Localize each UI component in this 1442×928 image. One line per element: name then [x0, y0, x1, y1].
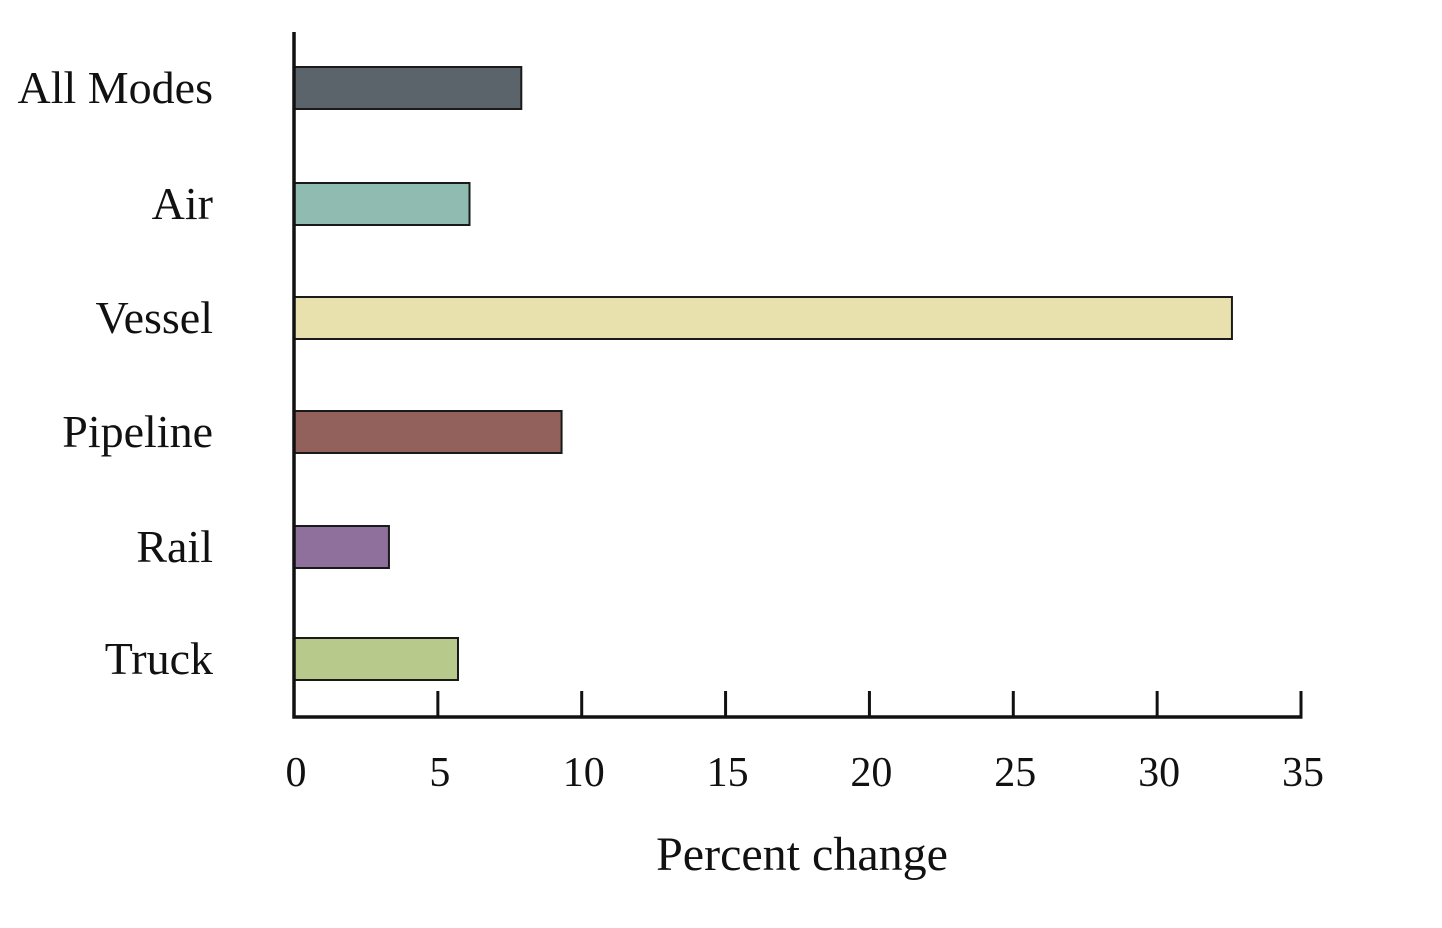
bar-vessel: [293, 296, 1233, 340]
category-label-pipeline: Pipeline: [62, 406, 213, 457]
category-label-truck: Truck: [105, 633, 213, 684]
x-tick-label-30: 30: [1138, 750, 1180, 796]
bars-layer: [293, 66, 1233, 681]
x-tick-label-35: 35: [1282, 750, 1324, 796]
bar-rail: [293, 525, 390, 569]
axes-layer: [292, 32, 1303, 719]
x-tick-label-10: 10: [563, 750, 605, 796]
bar-truck: [293, 637, 459, 681]
x-tick-label-0: 0: [286, 750, 307, 796]
x-tick-label-20: 20: [850, 750, 892, 796]
labels-layer: All Modes Air Vessel Pipeline Rail Truck 0 5 10 1…: [18, 62, 1325, 796]
x-tick-label-5: 5: [429, 750, 450, 796]
bar-air: [293, 182, 471, 226]
category-label-all-modes: All Modes: [18, 62, 214, 113]
category-label-vessel: Vessel: [95, 292, 213, 343]
x-tick-label-15: 15: [707, 750, 749, 796]
category-label-rail: Rail: [136, 521, 213, 572]
bar-pipeline: [293, 410, 563, 454]
bar-all-modes: [293, 66, 523, 110]
x-axis-title: Percent change: [656, 828, 948, 881]
category-label-air: Air: [152, 178, 213, 229]
x-tick-label-25: 25: [994, 750, 1036, 796]
